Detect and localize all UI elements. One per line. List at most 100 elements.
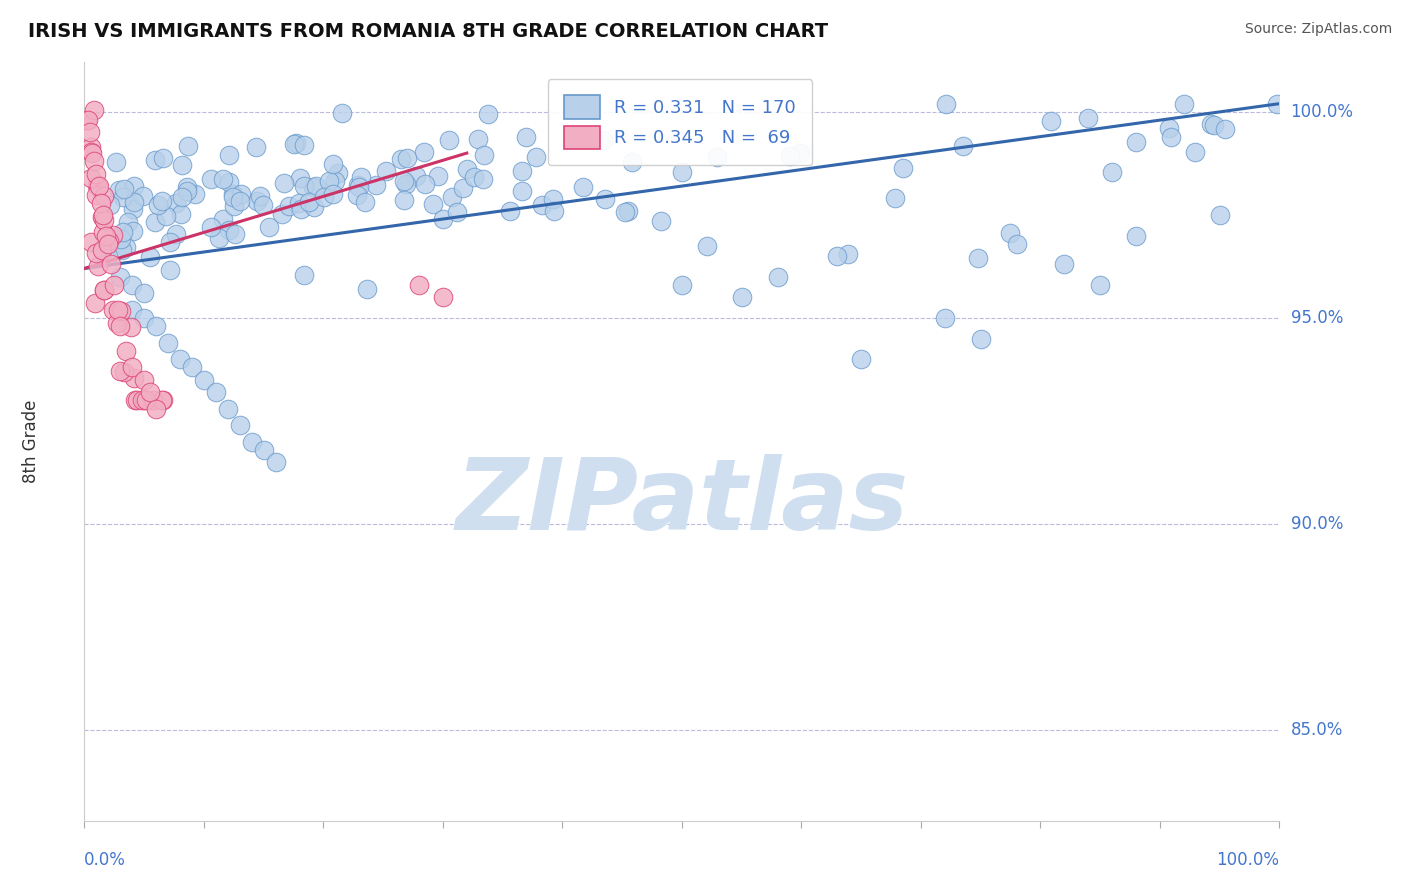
Point xyxy=(91,225,114,239)
Point xyxy=(222,199,245,213)
Point xyxy=(439,133,461,147)
Point xyxy=(541,192,564,206)
Point xyxy=(1053,257,1076,271)
Point xyxy=(108,364,131,378)
Point xyxy=(105,316,128,330)
Point xyxy=(515,130,537,145)
Point xyxy=(222,190,245,204)
Point xyxy=(245,139,267,153)
Point xyxy=(159,262,181,277)
Point xyxy=(318,174,340,188)
Point xyxy=(90,243,112,257)
Point xyxy=(934,310,956,325)
Point xyxy=(405,169,427,184)
Point xyxy=(408,277,430,292)
Point xyxy=(159,235,181,249)
Point xyxy=(143,153,166,167)
Point xyxy=(111,244,134,258)
Text: 85.0%: 85.0% xyxy=(1291,721,1343,739)
Point xyxy=(650,213,672,227)
Point xyxy=(132,310,156,325)
Text: 90.0%: 90.0% xyxy=(1291,515,1343,533)
Point xyxy=(970,332,993,346)
Point xyxy=(112,365,135,379)
Point xyxy=(422,197,444,211)
Point xyxy=(150,194,173,208)
Point xyxy=(86,167,108,181)
Point xyxy=(471,172,494,186)
Point xyxy=(332,106,354,120)
Point xyxy=(302,180,325,194)
Point xyxy=(292,268,315,282)
Text: 100.0%: 100.0% xyxy=(1291,103,1354,121)
Point xyxy=(152,151,174,165)
Text: 8th Grade: 8th Grade xyxy=(21,400,39,483)
Point xyxy=(456,162,478,177)
Point xyxy=(671,277,693,292)
Point xyxy=(176,184,198,198)
Point xyxy=(93,283,115,297)
Point xyxy=(120,320,142,334)
Point xyxy=(413,145,436,160)
Point xyxy=(103,277,125,292)
Point xyxy=(211,172,233,186)
Point xyxy=(80,171,103,186)
Point xyxy=(779,149,801,163)
Legend: R = 0.331   N = 170, R = 0.345   N =  69: R = 0.331 N = 170, R = 0.345 N = 69 xyxy=(547,79,813,165)
Point xyxy=(322,187,344,202)
Point xyxy=(288,170,311,185)
Point xyxy=(499,203,522,218)
Point xyxy=(231,187,253,202)
Point xyxy=(93,189,115,203)
Point xyxy=(107,302,129,317)
Point xyxy=(240,434,263,449)
Point xyxy=(789,145,811,160)
Point xyxy=(671,165,693,179)
Point xyxy=(257,220,280,235)
Point xyxy=(208,231,231,245)
Point xyxy=(837,247,859,261)
Point xyxy=(200,172,222,186)
Point xyxy=(287,196,309,211)
Point xyxy=(193,373,215,387)
Point xyxy=(350,169,373,184)
Point xyxy=(413,177,436,191)
Text: 100.0%: 100.0% xyxy=(1216,851,1279,869)
Point xyxy=(80,139,103,153)
Point xyxy=(524,150,547,164)
Point xyxy=(100,198,122,212)
Point xyxy=(146,198,169,212)
Point xyxy=(86,188,108,202)
Point xyxy=(366,178,388,193)
Point xyxy=(218,175,240,189)
Point xyxy=(122,370,145,384)
Point xyxy=(157,335,180,350)
Point xyxy=(143,214,166,228)
Point xyxy=(883,191,905,205)
Point xyxy=(305,179,328,194)
Point xyxy=(285,136,308,150)
Point xyxy=(169,206,191,220)
Point xyxy=(249,188,271,202)
Point xyxy=(620,155,643,169)
Point xyxy=(200,220,222,235)
Point xyxy=(463,169,485,184)
Point xyxy=(273,176,295,190)
Point xyxy=(952,139,974,153)
Point xyxy=(165,195,187,210)
Point xyxy=(292,178,315,193)
Point xyxy=(1199,117,1222,131)
Point xyxy=(851,352,873,367)
Point xyxy=(395,151,418,165)
Point xyxy=(90,195,112,210)
Point xyxy=(170,190,193,204)
Point xyxy=(1184,145,1206,159)
Point xyxy=(696,239,718,253)
Point xyxy=(389,152,412,166)
Point xyxy=(1101,165,1123,179)
Text: Source: ZipAtlas.com: Source: ZipAtlas.com xyxy=(1244,22,1392,37)
Point xyxy=(354,195,377,210)
Point xyxy=(706,150,728,164)
Point xyxy=(253,442,276,457)
Point xyxy=(80,235,103,249)
